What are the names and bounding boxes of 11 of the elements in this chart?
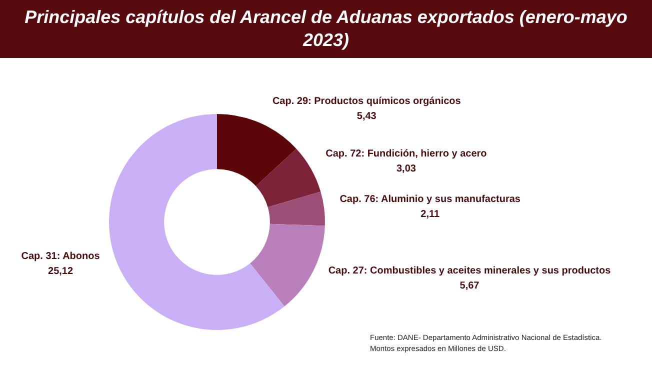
slice-label: Cap. 29: Productos químicos orgánicos bbox=[272, 96, 462, 107]
data-label: 3,03 bbox=[396, 163, 416, 174]
data-label: 5,67 bbox=[460, 280, 480, 292]
chart-title: Principales capítulos del Arancel de Aduanas exportados (enero-mayo 2023) bbox=[0, 0, 652, 58]
slice-label: Cap. 72: Fundición, hierro y acero bbox=[326, 148, 487, 160]
slice-label: Cap. 27: Combustibles y aceites minerales y sus productos bbox=[328, 266, 612, 277]
slice-label: Cap. 76: Aluminio y sus manufacturas bbox=[340, 194, 521, 206]
data-label: 5,43 bbox=[356, 110, 377, 122]
data-label: 25,12 bbox=[48, 266, 74, 277]
data-label: 2,11 bbox=[420, 209, 440, 220]
slice-label: Cap. 31: Abonos bbox=[21, 250, 100, 262]
